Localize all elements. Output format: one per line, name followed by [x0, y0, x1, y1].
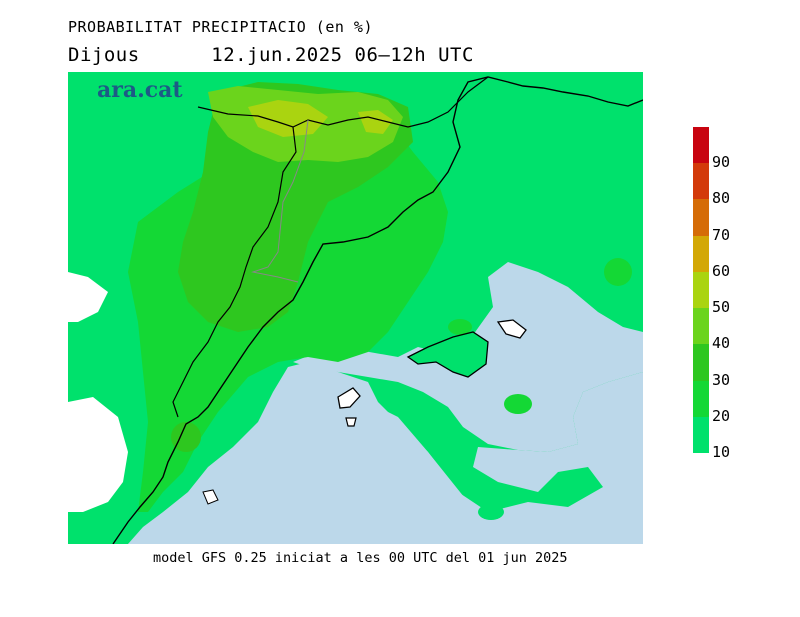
legend-swatch-50: [693, 271, 709, 309]
legend-tick-label: 90: [712, 153, 731, 172]
island-ibiza: [337, 387, 361, 409]
prob-patch-2: [504, 394, 532, 414]
legend-tick-label: 50: [712, 298, 731, 317]
brand-logo: ara.cat: [97, 77, 183, 103]
border-comarques: [251, 119, 309, 283]
legend-swatch-70: [693, 199, 709, 237]
nodata-west: [68, 272, 108, 322]
model-info-footer: model GFS 0.25 iniciat a les 00 UTC del …: [153, 550, 568, 566]
legend-swatch-10: [693, 416, 709, 454]
forecast-day: Dijous: [68, 44, 140, 66]
forecast-date-range: 12.jun.2025 06–12h UTC: [211, 44, 474, 66]
island-formentera: [345, 417, 357, 427]
border-france: [197, 76, 489, 128]
legend-swatch-80: [693, 163, 709, 200]
nodata-coast-south: [202, 489, 219, 505]
land-prob-50: [248, 100, 328, 137]
prob-patch-1: [604, 258, 632, 286]
legend-tick-label: 60: [712, 261, 731, 280]
legend-swatch-20: [693, 380, 709, 418]
precipitation-map: [68, 72, 643, 544]
legend-swatch-40: [693, 308, 709, 345]
land-prob-50-east: [358, 110, 393, 134]
prob-patch-5: [478, 504, 504, 520]
border-aragon: [172, 126, 297, 418]
island-mallorca: [406, 331, 489, 378]
sea-south: [128, 402, 643, 544]
legend-tick-label: 40: [712, 334, 731, 353]
legend-swatch-30: [693, 344, 709, 382]
prob-patch-3: [448, 319, 472, 335]
legend-tick-label: 70: [712, 225, 731, 244]
legend-tick-label: 20: [712, 406, 731, 425]
legend-swatch-60: [693, 235, 709, 273]
coastline: [112, 76, 643, 544]
legend-tick-label: 10: [712, 443, 731, 461]
legend-swatch-90: [693, 127, 709, 164]
color-legend: [693, 127, 709, 454]
map-title: PROBABILITAT PRECIPITACIO (en %): [68, 18, 373, 36]
nodata-southwest: [68, 397, 128, 512]
island-menorca: [496, 319, 527, 339]
forecast-datetime: Dijous 12.jun.2025 06–12h UTC: [68, 44, 474, 66]
legend-tick-label: 80: [712, 189, 731, 208]
prob-patch-6: [445, 432, 457, 438]
legend-tick-label: 30: [712, 370, 731, 389]
prob-patch-4: [171, 422, 201, 452]
